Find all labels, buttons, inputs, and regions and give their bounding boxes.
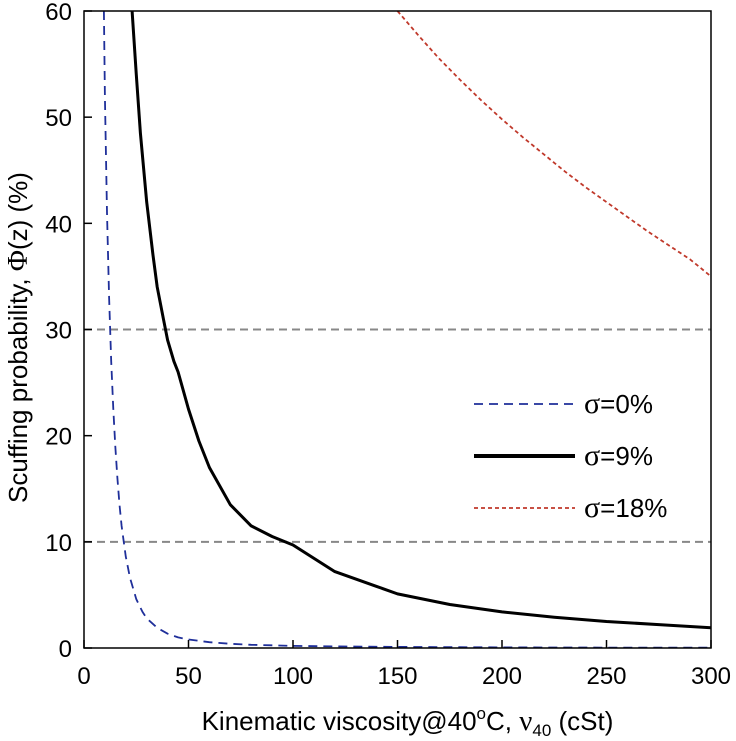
- x-tick-label: 300: [691, 663, 731, 690]
- x-axis: 0 50 100 150 200 250 300: [77, 640, 731, 690]
- x-axis-title-end: (cSt): [551, 706, 613, 736]
- y-tick-label: 40: [45, 211, 72, 238]
- legend-value-0: =0%: [600, 389, 653, 419]
- legend-sigma-2: σ: [584, 491, 600, 524]
- x-axis-title-degree: o: [477, 704, 486, 723]
- y-tick-label: 50: [45, 105, 72, 132]
- y-axis-title-phi: Φ: [2, 250, 34, 271]
- legend-label-1: σ=9%: [584, 439, 653, 472]
- reference-lines: [84, 328, 711, 543]
- y-axis-title-end: (z) (%): [3, 172, 33, 250]
- x-axis-title: Kinematic viscosity@40oC, ν40 (cSt): [202, 704, 614, 740]
- legend-sigma-0: σ: [584, 387, 600, 420]
- x-axis-title-main: Kinematic viscosity@40: [202, 706, 477, 736]
- series-layer: [103, 11, 711, 648]
- x-tick-label: 0: [77, 663, 90, 690]
- x-tick-label: 200: [482, 663, 522, 690]
- series-line-2: [396, 11, 711, 278]
- legend-value-1: =9%: [600, 441, 653, 471]
- x-axis-title-subscript: 40: [532, 721, 551, 740]
- y-axis: 0 10 20 30 40 50 60: [45, 0, 92, 663]
- legend-sigma-1: σ: [584, 439, 600, 472]
- y-tick-label: 20: [45, 424, 72, 451]
- y-tick-label: 30: [45, 318, 72, 345]
- y-axis-title: Scuffing probability, Φ(z) (%): [2, 172, 34, 503]
- legend-value-2: =18%: [600, 493, 667, 523]
- y-tick-label: 60: [45, 0, 72, 26]
- series-line-1: [130, 11, 711, 630]
- x-tick-label: 50: [175, 663, 202, 690]
- x-tick-label: 150: [377, 663, 417, 690]
- x-tick-label: 100: [273, 663, 313, 690]
- y-axis-title-main: Scuffing probability,: [3, 271, 33, 503]
- y-tick-label: 10: [45, 530, 72, 557]
- y-tick-label: 0: [59, 636, 72, 663]
- x-axis-title-nu: ν: [519, 705, 532, 737]
- legend: σ=0%σ=9%σ=18%: [474, 387, 667, 524]
- legend-label-2: σ=18%: [584, 491, 667, 524]
- series-line-0: [103, 11, 711, 648]
- legend-label-0: σ=0%: [584, 387, 653, 420]
- x-axis-title-unit: C,: [486, 706, 519, 736]
- x-tick-label: 250: [586, 663, 626, 690]
